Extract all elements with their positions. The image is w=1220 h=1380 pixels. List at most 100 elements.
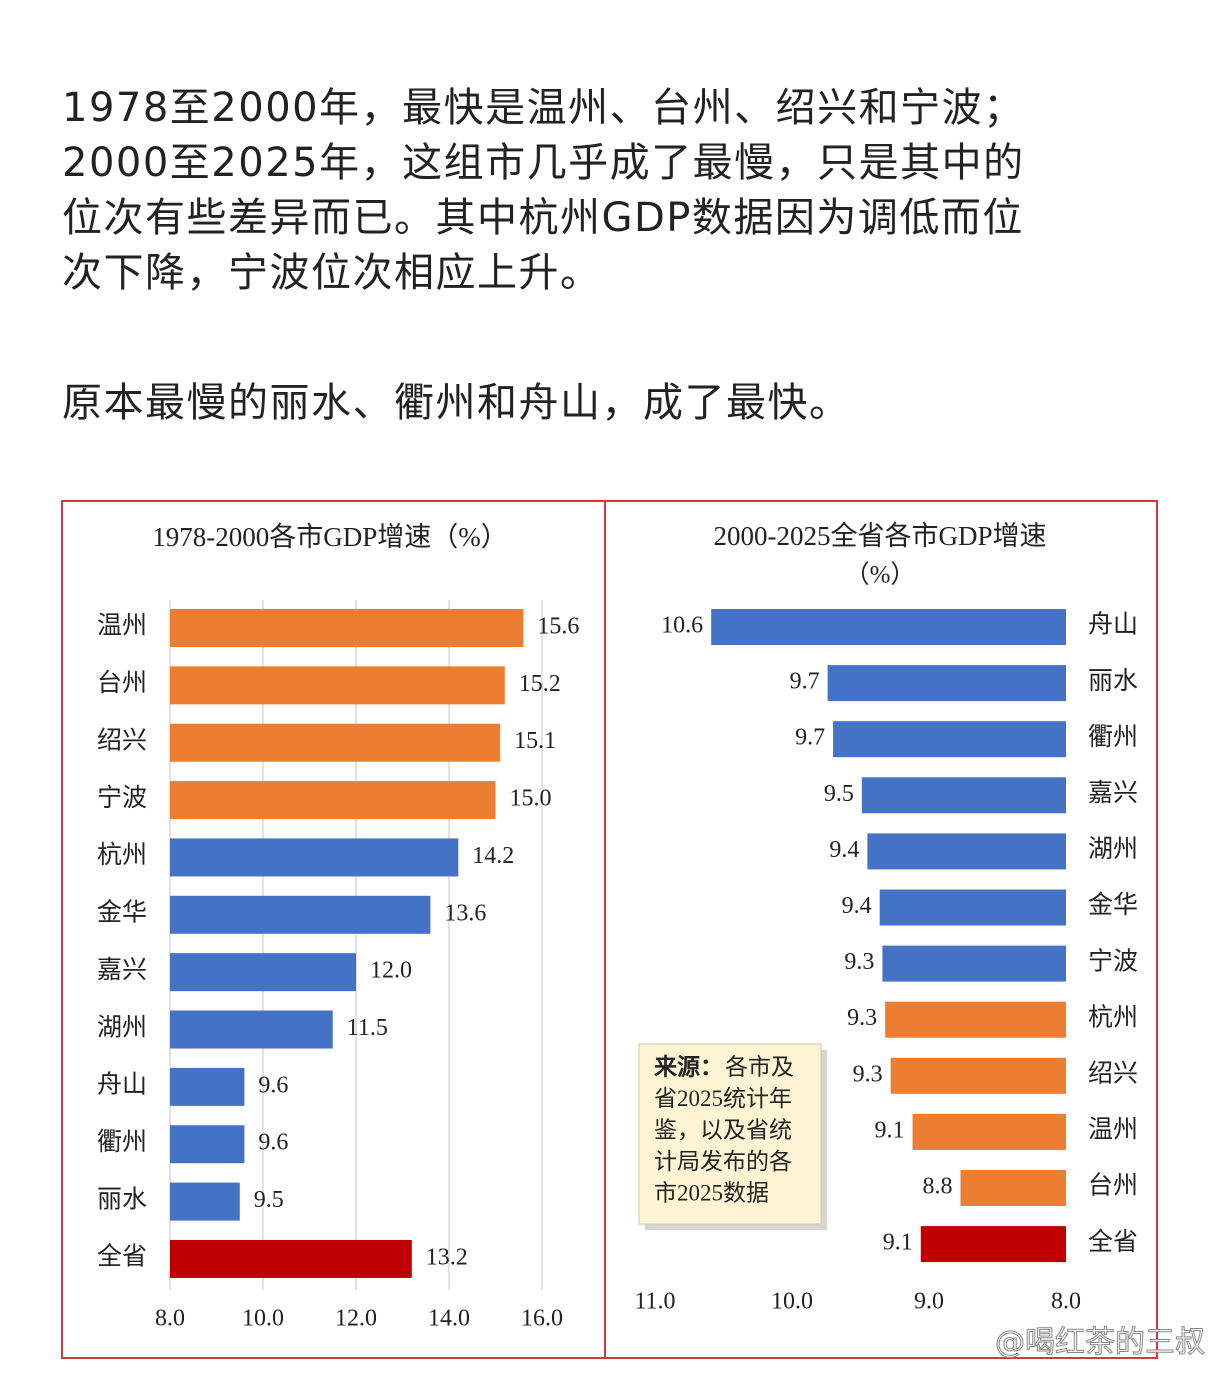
x-tick-label: 14.0 [428,1306,470,1332]
value-label: 14.2 [472,843,514,869]
bar [861,777,1066,814]
bar [170,838,459,877]
paragraph-line: 位次有些差异而已。其中杭州GDP数据因为调低而位 [62,195,1024,241]
category-label: 温州 [97,613,147,640]
bar [882,945,1066,982]
source-text: 省2025统计年 [654,1086,792,1111]
source-text: 市2025数据 [654,1180,769,1205]
value-label: 9.6 [258,1130,288,1156]
value-label: 15.1 [514,728,556,754]
category-label: 绍兴 [97,726,147,754]
x-tick-label: 16.0 [521,1306,563,1332]
category-label: 绍兴 [1088,1060,1138,1088]
bar [867,833,1066,870]
category-label: 舟山 [1088,611,1138,639]
x-tick-label: 12.0 [335,1306,377,1332]
bar [170,1239,412,1278]
chart-subtitle: （%） [845,561,916,589]
paragraph-line: 1978至2000年，最快是温州、台州、绍兴和宁波； [62,85,1025,131]
bar [170,1125,245,1164]
x-tick-label: 8.0 [155,1306,185,1332]
source-text: 鉴，以及省统 [654,1117,792,1142]
paragraph-line: 次下降，宁波位次相应上升。 [62,250,602,296]
category-label: 杭州 [1088,1003,1138,1031]
bar [920,1226,1066,1263]
chart-title: 1978-2000各市GDP增速（%） [152,522,508,552]
article: 1978至2000年，最快是温州、台州、绍兴和宁波； 2000至2025年，这组市… [62,85,1025,426]
category-label: 宁波 [97,784,147,812]
category-label: 台州 [1088,1172,1138,1200]
bar [912,1113,1066,1150]
x-tick-label: 9.0 [914,1289,944,1315]
value-label: 13.6 [444,900,486,926]
value-label: 12.0 [370,958,412,984]
x-tick-label: 10.0 [242,1306,284,1332]
bar [170,781,496,820]
bar [170,953,356,992]
bar [170,666,505,705]
value-label: 15.6 [537,614,579,640]
value-label: 9.4 [842,893,872,919]
value-label: 11.5 [347,1015,388,1041]
category-label: 金华 [1088,891,1138,919]
paragraph-line: 原本最慢的丽水、衢州和舟山，成了最快。 [62,380,851,426]
bar [827,665,1066,702]
category-label: 湖州 [97,1013,147,1041]
source-box [638,1043,822,1225]
value-label: 9.7 [795,725,825,751]
bar [960,1170,1066,1206]
category-label: 衢州 [1088,723,1138,751]
value-label: 10.6 [661,613,703,639]
bar [170,1010,333,1049]
watermark: @喝红茶的三叔 [995,1325,1205,1360]
value-label: 9.1 [875,1117,905,1143]
bar [170,895,431,934]
category-label: 丽水 [97,1185,147,1213]
category-label: 杭州 [97,841,147,869]
bar [170,609,524,647]
value-label: 15.0 [510,786,552,812]
bar [711,609,1066,645]
bar [879,889,1066,926]
category-label: 丽水 [1088,667,1138,695]
value-label: 9.4 [829,837,859,863]
source-text: 计局发布的各 [654,1149,792,1174]
category-label: 金华 [97,899,147,927]
category-label: 嘉兴 [1088,779,1138,807]
value-label: 9.6 [258,1072,288,1098]
bar [890,1057,1066,1094]
category-label: 台州 [97,669,147,697]
value-label: 8.8 [923,1174,953,1200]
category-label: 温州 [1088,1117,1138,1144]
value-label: 9.3 [853,1061,883,1087]
charts: 1978-2000各市GDP增速（%） 8.0 10.0 12.0 14.0 16.0 温州… [97,521,1138,1331]
value-label: 9.3 [847,1005,877,1031]
chart-title: 2000-2025全省各市GDP增速 [713,521,1046,551]
category-label: 宁波 [1088,947,1138,975]
bar [885,1001,1066,1038]
category-label: 全省 [1088,1228,1138,1256]
category-label: 湖州 [1088,835,1138,863]
value-label: 9.1 [883,1230,913,1256]
bar [833,721,1066,758]
category-label: 嘉兴 [97,956,147,984]
x-tick-label: 11.0 [634,1289,675,1315]
value-label: 9.3 [844,949,874,975]
value-label: 15.2 [519,671,561,697]
value-label: 13.2 [426,1244,468,1270]
value-label: 9.5 [824,781,854,807]
bar [170,723,501,762]
category-label: 衢州 [97,1128,147,1156]
value-label: 9.7 [790,669,820,695]
x-tick-label: 10.0 [771,1289,813,1315]
category-label: 全省 [97,1243,147,1271]
category-label: 舟山 [97,1071,147,1099]
value-label: 9.5 [254,1187,284,1213]
source-text: 各市及 [725,1054,794,1079]
chart-frame [61,500,1158,1359]
paragraph-line: 2000至2025年，这组市几乎成了最慢，只是其中的 [62,140,1025,186]
source-label: 来源： [654,1054,723,1079]
bar [170,1067,245,1106]
bar [170,1182,240,1221]
